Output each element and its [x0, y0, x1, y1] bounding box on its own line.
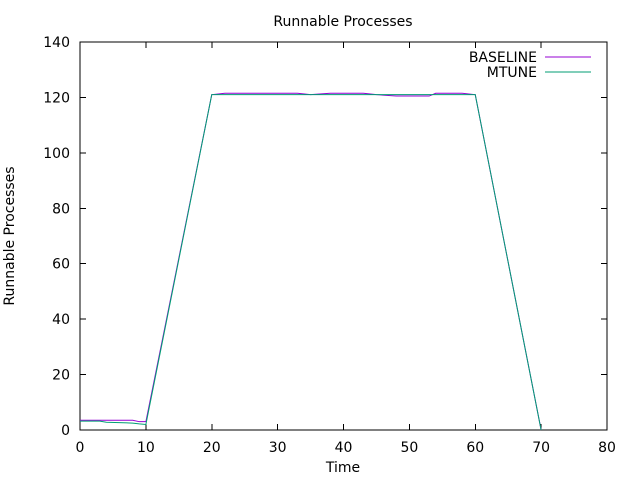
x-tick-label: 50	[400, 440, 418, 456]
y-tick-label: 40	[52, 312, 70, 328]
x-tick-label: 70	[532, 440, 550, 456]
x-axis-label: Time	[325, 460, 360, 476]
series-line-mtune	[80, 94, 542, 431]
series-layer	[80, 92, 542, 431]
x-tick-label: 10	[137, 440, 155, 456]
chart-title: Runnable Processes	[273, 14, 412, 30]
y-tick-label: 100	[43, 146, 70, 162]
x-tick-label: 0	[76, 440, 85, 456]
series-line-baseline	[80, 92, 542, 431]
y-axis-label: Runnable Processes	[2, 166, 18, 305]
y-tick-label: 20	[52, 368, 70, 384]
x-tick-label: 60	[466, 440, 484, 456]
y-tick-label: 140	[43, 35, 70, 51]
x-tick-label: 40	[335, 440, 353, 456]
x-tick-label: 20	[203, 440, 221, 456]
x-tick-label: 80	[598, 440, 616, 456]
y-tick-label: 0	[61, 423, 70, 439]
legend-label-mtune: MTUNE	[487, 65, 537, 81]
x-tick-label: 30	[269, 440, 287, 456]
axes-layer: 0 10 20 30 40 50 60 70 80 0 20 40 60 80 100 120 140	[43, 35, 616, 456]
plot-border	[79, 41, 608, 431]
y-tick-label: 80	[52, 201, 70, 217]
y-tick-label: 120	[43, 90, 70, 106]
y-tick-label: 60	[52, 257, 70, 273]
legend-label-baseline: BASELINE	[469, 50, 537, 66]
